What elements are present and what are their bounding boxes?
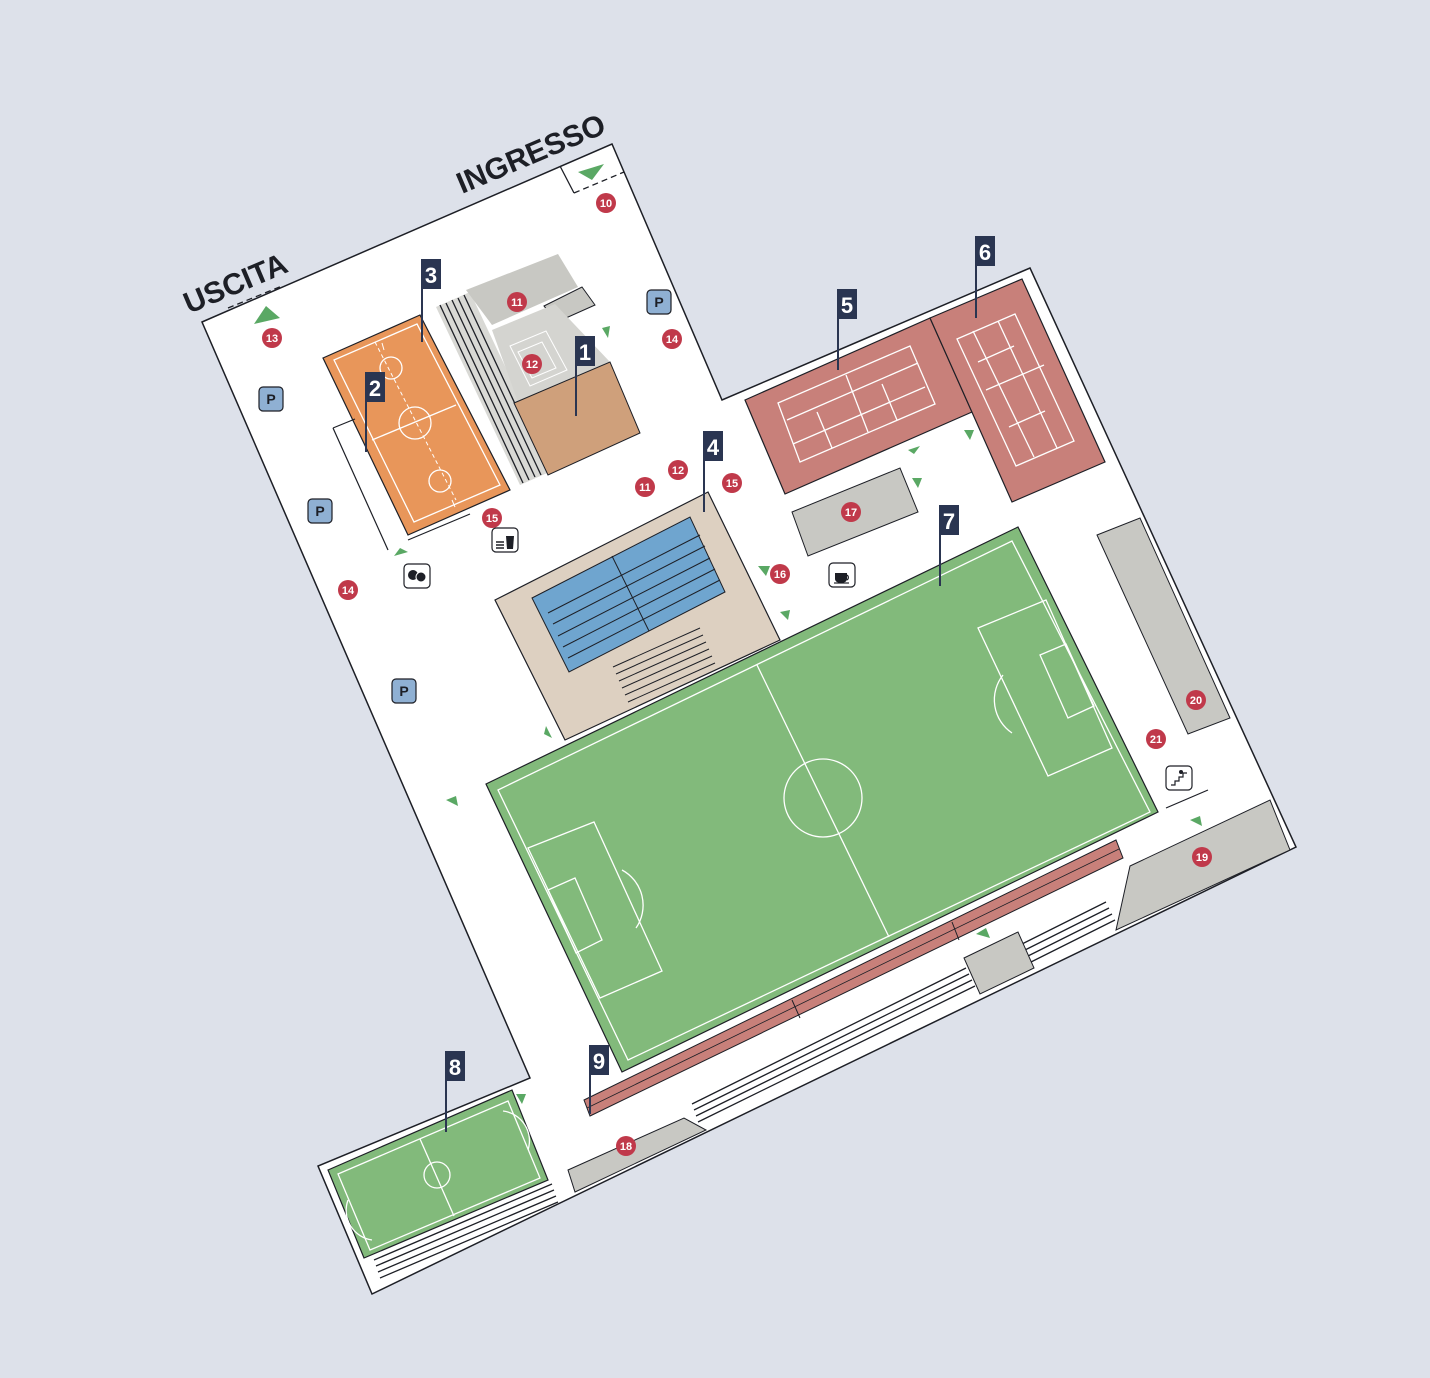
arrow-icon <box>912 478 922 488</box>
five-a-side-pitch <box>327 1089 559 1279</box>
svg-text:7: 7 <box>943 509 955 534</box>
svg-text:12: 12 <box>672 465 684 477</box>
parking-sign[interactable]: P <box>258 386 284 412</box>
facility-label-3[interactable]: 3 <box>421 259 441 342</box>
arrow-icon <box>976 928 990 938</box>
facility-label-4[interactable]: 4 <box>703 431 723 512</box>
drink-icon <box>491 527 519 553</box>
tennis-court-6 <box>929 278 1106 503</box>
svg-text:15: 15 <box>726 478 738 490</box>
arrow-icon <box>758 566 770 576</box>
marker-14[interactable]: 14 <box>338 580 358 600</box>
arrow-icon <box>780 610 790 620</box>
facility-label-7[interactable]: 7 <box>939 505 959 586</box>
parking-sign[interactable]: P <box>646 289 672 315</box>
marker-17[interactable]: 17 <box>841 502 861 522</box>
arrow-icon <box>544 726 552 738</box>
facility-label-9[interactable]: 9 <box>589 1045 609 1114</box>
marker-14[interactable]: 14 <box>662 329 682 349</box>
svg-text:2: 2 <box>369 376 381 401</box>
svg-text:17: 17 <box>845 507 857 519</box>
svg-text:11: 11 <box>639 482 651 494</box>
facility-label-6[interactable]: 6 <box>975 236 995 318</box>
arrow-icon <box>964 430 974 440</box>
court-fence-top <box>332 418 356 429</box>
svg-text:21: 21 <box>1150 734 1162 746</box>
svg-text:20: 20 <box>1190 695 1202 707</box>
svg-text:18: 18 <box>620 1141 632 1153</box>
gym-building <box>466 254 641 476</box>
service-block-18 <box>567 1117 708 1193</box>
arrow-icon <box>602 326 610 338</box>
svg-text:19: 19 <box>1196 852 1208 864</box>
service-block-stand <box>963 931 1035 995</box>
marker-11[interactable]: 11 <box>507 292 527 312</box>
court-fence <box>332 427 389 551</box>
marker-12[interactable]: 12 <box>522 354 542 374</box>
basketball-court <box>322 314 511 536</box>
arrow-icon <box>446 796 458 806</box>
parking-sign[interactable]: P <box>307 498 333 524</box>
court-fence-bottom <box>407 513 471 541</box>
marker-20[interactable]: 20 <box>1186 690 1206 710</box>
svg-text:16: 16 <box>774 569 786 581</box>
facility-label-5[interactable]: 5 <box>837 289 857 370</box>
terrace-lines <box>691 901 1116 1123</box>
entrance-arrow-icon <box>578 164 604 180</box>
facility-label-2[interactable]: 2 <box>365 372 385 452</box>
marker-10[interactable]: 10 <box>596 193 616 213</box>
arrow-icon <box>516 1094 526 1104</box>
svg-text:9: 9 <box>593 1049 605 1074</box>
svg-text:P: P <box>399 683 408 699</box>
marker-15[interactable]: 15 <box>722 473 742 493</box>
marker-13[interactable]: 13 <box>262 328 282 348</box>
svg-text:6: 6 <box>979 240 991 265</box>
facility-label-1[interactable]: 1 <box>575 336 595 416</box>
marker-11[interactable]: 11 <box>635 477 655 497</box>
marker-16[interactable]: 16 <box>770 564 790 584</box>
svg-text:P: P <box>654 294 663 310</box>
svg-text:14: 14 <box>666 334 679 346</box>
svg-text:8: 8 <box>449 1055 461 1080</box>
svg-text:1: 1 <box>579 340 591 365</box>
arrow-icon <box>394 548 408 556</box>
svg-text:P: P <box>266 391 275 407</box>
entrance-gate-line <box>573 171 625 194</box>
svg-text:14: 14 <box>342 585 355 597</box>
arrow-icon <box>1190 816 1202 826</box>
svg-text:P: P <box>315 503 324 519</box>
svg-text:11: 11 <box>511 297 523 309</box>
facility-label-8[interactable]: 8 <box>445 1051 465 1132</box>
stairs-icon <box>1165 765 1193 791</box>
svg-text:10: 10 <box>600 198 612 210</box>
arrow-icon <box>908 446 920 454</box>
marker-15[interactable]: 15 <box>482 508 502 528</box>
entrance-side-line <box>559 165 575 194</box>
svg-text:13: 13 <box>266 333 278 345</box>
marker-19[interactable]: 19 <box>1192 847 1212 867</box>
service-block-20 <box>1096 517 1231 735</box>
marker-18[interactable]: 18 <box>616 1136 636 1156</box>
swimming-pool <box>494 491 781 741</box>
tennis-court-5 <box>744 317 973 495</box>
exit-arrow-icon <box>254 306 280 324</box>
stairs-rail <box>1165 789 1209 809</box>
svg-text:5: 5 <box>841 293 853 318</box>
main-stand <box>583 839 1124 1117</box>
football-pitch <box>485 526 1159 1073</box>
marker-12[interactable]: 12 <box>668 460 688 480</box>
svg-text:12: 12 <box>526 359 538 371</box>
theater-icon <box>403 563 431 589</box>
parking-sign[interactable]: P <box>391 678 417 704</box>
svg-text:3: 3 <box>425 263 437 288</box>
svg-text:15: 15 <box>486 513 498 525</box>
coffee-icon <box>828 562 856 588</box>
svg-text:4: 4 <box>707 435 720 460</box>
marker-21[interactable]: 21 <box>1146 729 1166 749</box>
